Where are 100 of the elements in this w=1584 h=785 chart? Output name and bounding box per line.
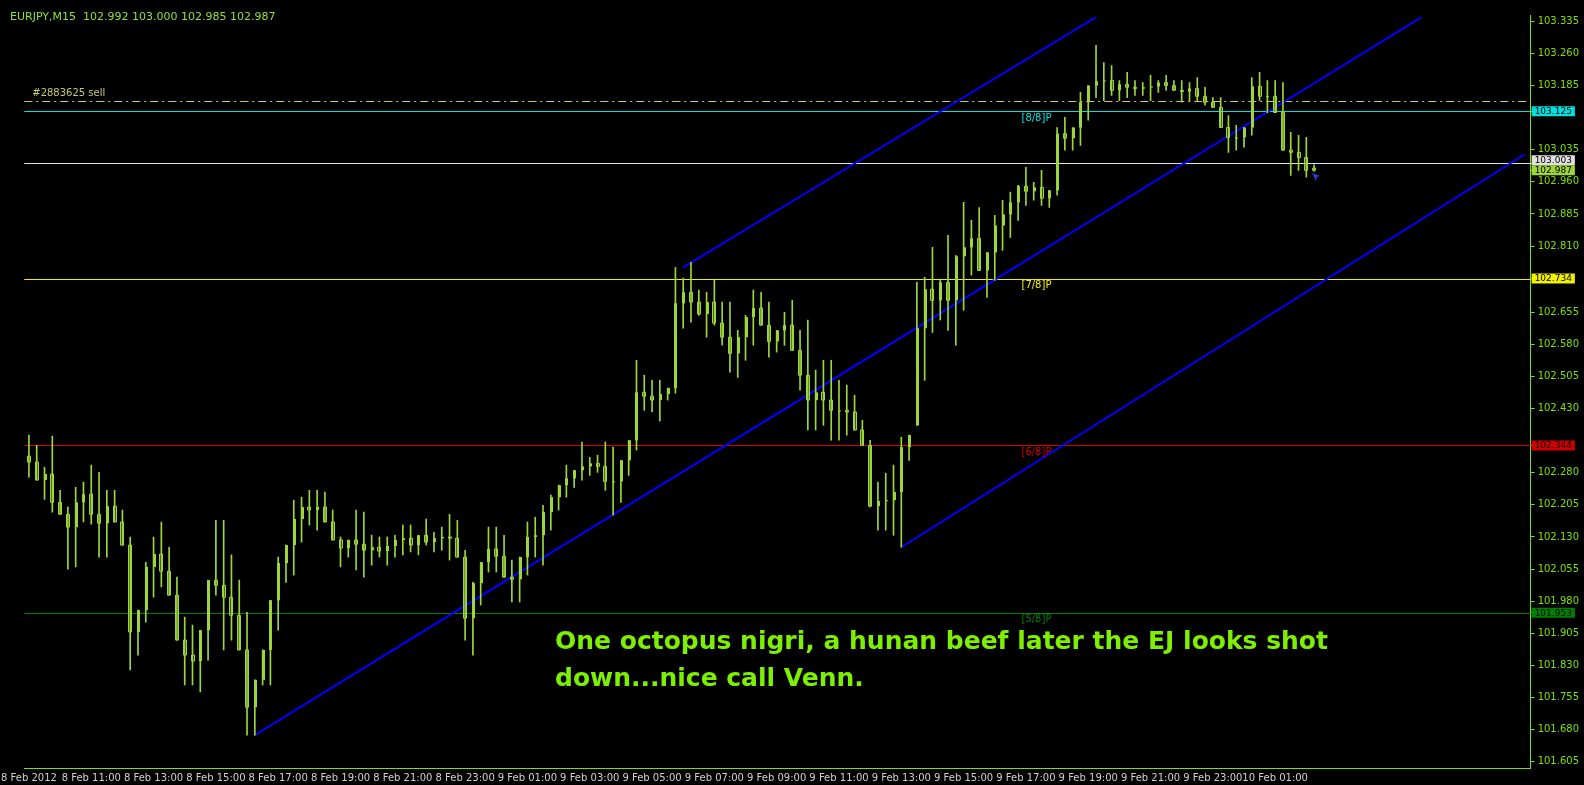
candlestick xyxy=(1172,80,1176,91)
y-tick-label: 102.885 xyxy=(1537,207,1580,219)
candlestick xyxy=(1048,190,1051,208)
x-tick-label: 9 Feb 07:00 xyxy=(684,771,744,783)
y-tick-label: 102.505 xyxy=(1537,370,1580,382)
candlestick xyxy=(245,611,249,736)
x-tick-label: 9 Feb 11:00 xyxy=(809,771,869,783)
candlestick xyxy=(1304,137,1308,178)
candlestick xyxy=(845,384,849,436)
candlestick xyxy=(588,457,592,476)
candlestick xyxy=(487,526,490,573)
y-tick-label: 101.953 xyxy=(1534,607,1572,618)
candlestick xyxy=(1211,97,1215,108)
candlestick xyxy=(97,472,101,558)
candlestick xyxy=(316,490,319,531)
candlestick xyxy=(1273,80,1277,114)
candlestick xyxy=(417,534,420,556)
y-tick-label: 102.655 xyxy=(1537,305,1580,317)
candlestick xyxy=(650,380,654,413)
candlestick xyxy=(183,616,187,686)
candlestick xyxy=(424,518,428,546)
candlestick xyxy=(697,289,701,316)
ref-line-label: [6/8]P xyxy=(1021,446,1052,457)
candlestick xyxy=(798,329,802,391)
candlestick xyxy=(1095,45,1098,98)
x-tick-label: 9 Feb 19:00 xyxy=(1058,771,1118,783)
candlestick xyxy=(565,464,568,498)
candlestick xyxy=(1289,131,1293,176)
y-tick-label: 101.830 xyxy=(1537,658,1580,670)
ref-line-label: #2883625 sell xyxy=(32,87,106,99)
candlestick xyxy=(884,472,888,531)
ref-line-label: [8/8]P xyxy=(1021,111,1052,123)
candlestick xyxy=(977,207,981,271)
x-tick-label: 9 Feb 09:00 xyxy=(747,771,807,783)
y-tick-label: 102.205 xyxy=(1537,498,1580,510)
candlestick xyxy=(1188,82,1191,101)
candlestick xyxy=(128,536,132,671)
candlestick xyxy=(175,576,179,641)
candlestick xyxy=(877,481,880,531)
candlestick xyxy=(214,519,218,596)
candlestick xyxy=(199,629,202,693)
candlestick xyxy=(35,445,39,481)
candlestick xyxy=(759,291,763,326)
y-tick-label: 102.580 xyxy=(1537,338,1580,350)
y-tick-label: 102.987 xyxy=(1534,165,1572,176)
x-tick-label: 8 Feb 17:00 xyxy=(248,771,308,783)
y-tick-label: 103.185 xyxy=(1537,79,1580,91)
candlestick xyxy=(82,481,85,523)
candlestick xyxy=(752,289,755,346)
y-tick-label: 102.055 xyxy=(1537,562,1580,574)
candlestick xyxy=(526,521,529,576)
x-tick-label: 9 Feb 23:00 xyxy=(1183,771,1243,783)
candlestick xyxy=(362,511,366,578)
candlestick xyxy=(1281,82,1285,151)
x-tick-label: 8 Feb 19:00 xyxy=(310,771,371,783)
candlestick xyxy=(728,301,732,373)
candlestick xyxy=(829,359,833,441)
candlestick xyxy=(946,235,950,331)
candlestick xyxy=(1009,191,1012,238)
candlestick xyxy=(50,435,54,513)
candlestick xyxy=(674,267,677,394)
candlestick xyxy=(269,599,272,686)
y-tick-label: 101.755 xyxy=(1537,691,1580,702)
candlestick xyxy=(237,579,241,651)
candlestick xyxy=(1195,77,1199,101)
candlestick xyxy=(347,539,350,558)
y-tick-label: 101.605 xyxy=(1537,755,1580,767)
y-tick-label: 102.130 xyxy=(1537,530,1580,542)
x-tick-label: 9 Feb 13:00 xyxy=(871,771,931,783)
x-tick-label: 9 Feb 01:00 xyxy=(497,771,558,783)
candlestick xyxy=(1266,80,1269,113)
candlestick xyxy=(534,516,537,558)
annotation: One octopus nigri, a hunan beef later the EJ looks shot down...nice call Venn. xyxy=(555,626,1328,692)
x-tick-label: 9 Feb 05:00 xyxy=(622,771,682,783)
candlestick xyxy=(167,546,171,596)
y-tick-label: 101.680 xyxy=(1537,723,1580,735)
candlestick xyxy=(1079,92,1082,146)
candlestick xyxy=(581,441,584,481)
candlestick xyxy=(1087,85,1090,121)
x-tick-label: 8 Feb 13:00 xyxy=(123,771,184,783)
candlestick xyxy=(970,220,973,276)
candlestick xyxy=(89,464,93,525)
y-tick-label: 101.905 xyxy=(1537,626,1580,638)
candlestick xyxy=(868,439,872,508)
x-tick-label: 8 Feb 11:00 xyxy=(61,771,121,783)
candlestick xyxy=(1102,62,1106,101)
x-tick-label: 9 Feb 15:00 xyxy=(933,771,994,783)
candlestick xyxy=(1063,116,1067,151)
y-tick-label: 103.035 xyxy=(1537,143,1580,155)
candlestick xyxy=(1164,75,1168,91)
candlestick xyxy=(806,319,810,431)
candlestick xyxy=(790,300,794,351)
candlestick xyxy=(767,301,771,358)
candlestick xyxy=(612,446,615,516)
y-tick-label: 102.734 xyxy=(1534,273,1573,284)
x-tick-label: 8 Feb 23:00 xyxy=(435,771,495,783)
candlestick xyxy=(1141,82,1145,96)
candlestick xyxy=(603,441,607,491)
ref-line-label: [7/8]P xyxy=(1021,279,1052,291)
candlestick xyxy=(433,531,436,553)
